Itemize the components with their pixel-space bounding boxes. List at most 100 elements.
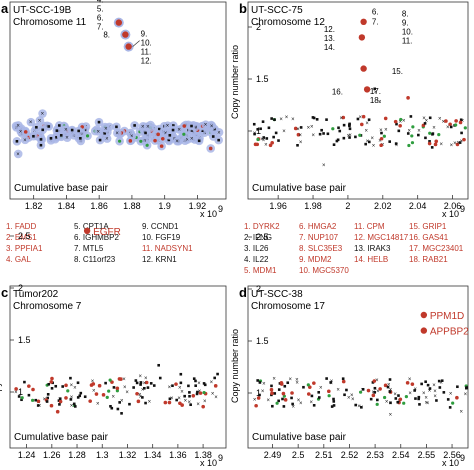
y-tick-label: 2 bbox=[256, 284, 261, 294]
data-point bbox=[279, 381, 284, 385]
data-point: × bbox=[375, 378, 379, 384]
data-point: × bbox=[442, 120, 446, 126]
data-point: × bbox=[214, 395, 218, 401]
data-point bbox=[110, 406, 114, 410]
data-point bbox=[310, 394, 314, 398]
data-point: × bbox=[370, 136, 374, 142]
gene-legend-item: 13. IRAK3 bbox=[354, 244, 391, 253]
data-point bbox=[41, 128, 45, 132]
data-point bbox=[201, 404, 205, 409]
data-point bbox=[128, 139, 133, 143]
data-point bbox=[262, 136, 266, 139]
data-point bbox=[261, 120, 265, 123]
data-point: × bbox=[299, 133, 303, 139]
data-point bbox=[411, 125, 415, 129]
data-point: × bbox=[253, 397, 257, 403]
gene-legend-item: 3. IL26 bbox=[244, 244, 269, 253]
data-point bbox=[135, 391, 139, 396]
data-point bbox=[213, 376, 216, 380]
panel-letter: b bbox=[239, 1, 247, 16]
data-point bbox=[454, 123, 458, 127]
data-point bbox=[359, 390, 363, 394]
data-point: × bbox=[453, 141, 457, 147]
x-tick-label: 1.26 bbox=[43, 450, 61, 460]
data-point: × bbox=[16, 123, 20, 129]
data-point: × bbox=[432, 126, 436, 132]
data-point: × bbox=[347, 396, 351, 402]
data-point bbox=[342, 136, 346, 140]
data-point bbox=[406, 132, 410, 135]
data-point: × bbox=[295, 380, 299, 386]
data-point: × bbox=[143, 381, 147, 387]
data-point: × bbox=[38, 404, 42, 410]
data-point bbox=[428, 131, 432, 135]
amplified-point bbox=[363, 86, 371, 93]
data-point bbox=[435, 399, 438, 402]
x-tick-label: 1.38 bbox=[194, 450, 212, 460]
data-point bbox=[458, 120, 463, 125]
data-point bbox=[336, 138, 340, 142]
data-point bbox=[458, 141, 462, 144]
data-point bbox=[144, 131, 147, 135]
data-point: × bbox=[425, 400, 429, 406]
data-point bbox=[59, 134, 63, 137]
data-point bbox=[46, 396, 49, 400]
data-point bbox=[397, 394, 400, 397]
panel-title: UT-SCC-19B bbox=[13, 5, 72, 16]
data-point bbox=[20, 396, 24, 400]
data-point: × bbox=[351, 397, 355, 403]
gene-legend-item: 12. MGC14817 bbox=[354, 233, 409, 242]
data-point bbox=[406, 96, 410, 100]
data-point bbox=[172, 124, 175, 127]
data-point: × bbox=[104, 126, 108, 132]
x-tick-label: 2.06 bbox=[444, 201, 462, 211]
event-number: 17. bbox=[370, 87, 381, 96]
data-point bbox=[369, 397, 373, 401]
data-point: × bbox=[389, 388, 393, 394]
data-point: × bbox=[291, 404, 295, 410]
data-point bbox=[188, 391, 191, 394]
data-point bbox=[49, 403, 54, 408]
data-point bbox=[273, 392, 277, 395]
event-number: 9. bbox=[402, 19, 409, 28]
data-point bbox=[49, 380, 54, 384]
x-tick-label: 1.24 bbox=[18, 450, 36, 460]
data-point bbox=[115, 125, 118, 129]
data-point bbox=[182, 124, 187, 128]
data-point bbox=[144, 380, 149, 385]
data-point bbox=[367, 118, 371, 122]
data-point bbox=[120, 412, 123, 415]
data-point bbox=[270, 117, 273, 120]
data-point bbox=[94, 392, 99, 396]
data-point bbox=[293, 126, 298, 131]
data-point bbox=[375, 402, 379, 406]
data-point bbox=[405, 381, 410, 385]
data-point: × bbox=[319, 386, 323, 392]
event-number: 6. bbox=[97, 14, 104, 23]
data-point bbox=[388, 140, 392, 143]
gene-legend-item: 14. HELB bbox=[354, 255, 388, 264]
data-point: × bbox=[196, 402, 200, 408]
data-point bbox=[396, 400, 400, 404]
data-point bbox=[372, 379, 377, 383]
data-point bbox=[73, 405, 77, 408]
gene-legend-item: 1. DYRK2 bbox=[244, 222, 280, 231]
data-point: × bbox=[330, 381, 334, 387]
data-point: × bbox=[184, 399, 188, 405]
data-point bbox=[55, 129, 59, 132]
data-point bbox=[69, 398, 73, 401]
x-tick-label: 2.55 bbox=[418, 450, 436, 460]
y-tick-label: 2.5 bbox=[256, 232, 269, 242]
amplified-point bbox=[420, 311, 428, 319]
data-point bbox=[366, 388, 371, 393]
data-point bbox=[312, 381, 316, 385]
event-number: 7. bbox=[97, 23, 104, 32]
data-point: × bbox=[41, 112, 45, 118]
panel-letter: d bbox=[239, 285, 247, 300]
cnv-segment-halo bbox=[172, 136, 182, 146]
data-point bbox=[283, 398, 288, 402]
data-point bbox=[281, 397, 284, 401]
data-point bbox=[462, 137, 466, 142]
amplified-point bbox=[358, 34, 366, 41]
data-point: × bbox=[291, 117, 295, 123]
